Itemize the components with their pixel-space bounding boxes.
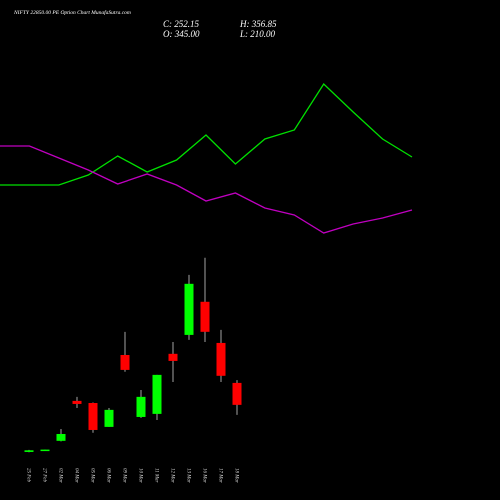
- candle-body: [56, 433, 66, 441]
- x-tick-label: 12 Mar: [170, 468, 175, 483]
- x-tick-label: 27 Feb: [42, 468, 47, 483]
- line-series: [0, 145, 413, 234]
- x-tick-label: 05 Mar: [90, 468, 95, 483]
- chart-title: NIFTY 22850.00 PE Option Chart MunafaSut…: [13, 9, 131, 16]
- close-label: C: 252.15: [163, 19, 200, 29]
- x-tick-label: 06 Mar: [106, 468, 111, 483]
- candle-body: [216, 342, 226, 376]
- x-tick-label: 17 Mar: [218, 468, 223, 483]
- x-tick-label: 09 Mar: [122, 468, 127, 483]
- x-tick-label: 16 Mar: [202, 468, 207, 483]
- x-tick-label: 13 Mar: [186, 468, 191, 483]
- candle-body: [152, 374, 162, 414]
- open-label: O: 345.00: [163, 29, 200, 39]
- candle-body: [72, 400, 82, 404]
- candle-body: [120, 355, 130, 370]
- candle-body: [40, 449, 50, 452]
- x-tick-label: 10 Mar: [138, 468, 143, 483]
- candle-body: [168, 353, 178, 361]
- line-series: [0, 82, 413, 186]
- x-tick-label: 11 Mar: [154, 468, 159, 483]
- candle-body: [232, 382, 242, 405]
- candle-body: [88, 403, 98, 430]
- low-label: L: 210.00: [239, 29, 276, 39]
- x-tick-label: 04 Mar: [74, 468, 79, 483]
- candle-body: [104, 409, 114, 427]
- candle-body: [200, 301, 210, 332]
- x-tick-label: 02 Mar: [58, 468, 63, 483]
- high-label: H: 356.85: [239, 19, 277, 29]
- x-tick-label: 25 Feb: [26, 468, 31, 483]
- candle-body: [24, 450, 34, 452]
- candle-body: [184, 283, 194, 335]
- candle-body: [136, 396, 146, 417]
- x-tick-label: 18 Mar: [234, 468, 239, 483]
